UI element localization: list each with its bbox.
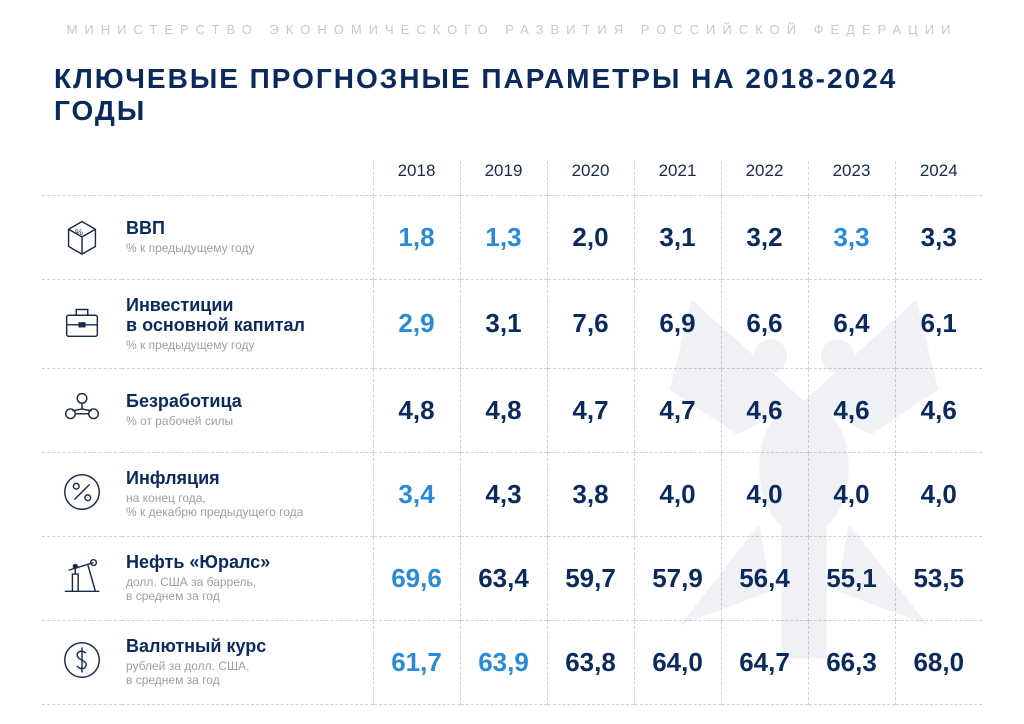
percent-circle-icon	[42, 453, 122, 537]
page-title: КЛЮЧЕВЫЕ ПРОГНОЗНЫЕ ПАРАМЕТРЫ НА 2018-20…	[54, 63, 982, 127]
value-cell: 4,7	[634, 369, 721, 453]
value-cell: 1,8	[373, 196, 460, 280]
value-cell: 4,7	[547, 369, 634, 453]
table-row: Безработица% от рабочей силы4,84,84,74,7…	[42, 369, 982, 453]
value-cell: 4,6	[895, 369, 982, 453]
row-label-cell: ВВП % к предыдущему году	[122, 196, 373, 280]
value-cell: 61,7	[373, 621, 460, 705]
value-cell: 4,6	[721, 369, 808, 453]
value-cell: 3,8	[547, 453, 634, 537]
value-cell: 3,4	[373, 453, 460, 537]
value-cell: 68,0	[895, 621, 982, 705]
ministry-header: МИНИСТЕРСТВО ЭКОНОМИЧЕСКОГО РАЗВИТИЯ РОС…	[42, 22, 982, 37]
value-cell: 3,1	[634, 196, 721, 280]
row-label: ВВП	[126, 219, 365, 239]
value-cell: 4,8	[460, 369, 547, 453]
value-cell: 57,9	[634, 537, 721, 621]
value-cell: 3,3	[808, 196, 895, 280]
value-cell: 4,8	[373, 369, 460, 453]
value-cell: 3,1	[460, 280, 547, 368]
row-sublabel: рублей за долл. США,в среднем за год	[126, 659, 365, 688]
row-label-cell: Инвестициив основной капитал % к предыдущ…	[122, 280, 373, 368]
value-cell: 2,0	[547, 196, 634, 280]
value-cell: 4,6	[808, 369, 895, 453]
row-sublabel: % к предыдущему году	[126, 241, 365, 255]
row-label: Нефть «Юралс»	[126, 553, 365, 573]
people-icon	[42, 369, 122, 453]
year-col: 2019	[460, 161, 547, 196]
value-cell: 3,3	[895, 196, 982, 280]
year-header-row: 2018 2019 2020 2021 2022 2023 2024	[42, 161, 982, 196]
value-cell: 6,9	[634, 280, 721, 368]
table-row: Валютный курсрублей за долл. США,в средн…	[42, 621, 982, 705]
row-label-cell: Нефть «Юралс»долл. США за баррель,в сред…	[122, 537, 373, 621]
table-row: Нефть «Юралс»долл. США за баррель,в сред…	[42, 537, 982, 621]
value-cell: 63,9	[460, 621, 547, 705]
value-cell: 63,4	[460, 537, 547, 621]
row-label-cell: Безработица % от рабочей силы	[122, 369, 373, 453]
forecast-table: 2018 2019 2020 2021 2022 2023 2024 % ВВП…	[42, 161, 982, 705]
briefcase-icon	[42, 280, 122, 368]
oil-pump-icon	[42, 537, 122, 621]
value-cell: 69,6	[373, 537, 460, 621]
table-row: % ВВП % к предыдущему году 1,81,32,03,13,2…	[42, 196, 982, 280]
dollar-circle-icon	[42, 621, 122, 705]
value-cell: 4,0	[895, 453, 982, 537]
value-cell: 6,6	[721, 280, 808, 368]
year-col: 2021	[634, 161, 721, 196]
value-cell: 3,2	[721, 196, 808, 280]
table-row: Инвестициив основной капитал % к предыдущ…	[42, 280, 982, 368]
row-label: Инвестициив основной капитал	[126, 296, 365, 336]
value-cell: 59,7	[547, 537, 634, 621]
value-cell: 56,4	[721, 537, 808, 621]
value-cell: 4,0	[634, 453, 721, 537]
year-col: 2023	[808, 161, 895, 196]
year-col: 2020	[547, 161, 634, 196]
value-cell: 6,1	[895, 280, 982, 368]
value-cell: 2,9	[373, 280, 460, 368]
row-label-cell: Валютный курсрублей за долл. США,в средн…	[122, 621, 373, 705]
value-cell: 55,1	[808, 537, 895, 621]
year-col: 2018	[373, 161, 460, 196]
value-cell: 66,3	[808, 621, 895, 705]
value-cell: 4,0	[721, 453, 808, 537]
value-cell: 6,4	[808, 280, 895, 368]
row-label: Безработица	[126, 392, 365, 412]
value-cell: 4,0	[808, 453, 895, 537]
row-sublabel: % от рабочей силы	[126, 414, 365, 428]
row-label: Валютный курс	[126, 637, 365, 657]
row-label-cell: Инфляцияна конец года,% к декабрю предыд…	[122, 453, 373, 537]
value-cell: 7,6	[547, 280, 634, 368]
box-percent-icon: %	[42, 196, 122, 280]
row-label: Инфляция	[126, 469, 365, 489]
table-row: Инфляцияна конец года,% к декабрю предыд…	[42, 453, 982, 537]
year-col: 2024	[895, 161, 982, 196]
row-sublabel: % к предыдущему году	[126, 338, 365, 352]
value-cell: 4,3	[460, 453, 547, 537]
value-cell: 53,5	[895, 537, 982, 621]
row-sublabel: на конец года,% к декабрю предыдущего го…	[126, 491, 365, 520]
svg-text:%: %	[75, 227, 83, 237]
value-cell: 63,8	[547, 621, 634, 705]
year-col: 2022	[721, 161, 808, 196]
value-cell: 1,3	[460, 196, 547, 280]
row-sublabel: долл. США за баррель,в среднем за год	[126, 575, 365, 604]
value-cell: 64,0	[634, 621, 721, 705]
value-cell: 64,7	[721, 621, 808, 705]
